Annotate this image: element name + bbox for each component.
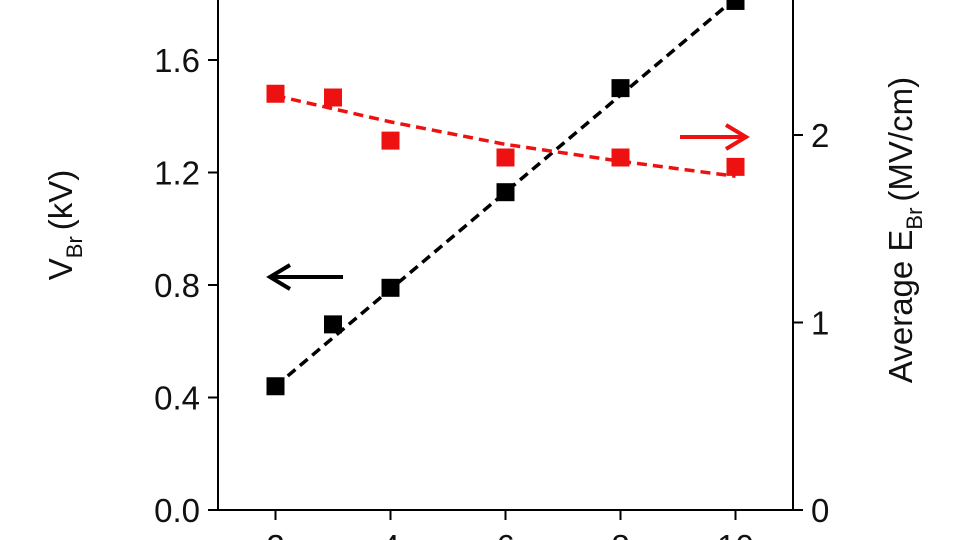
y2-label-sub: Br: [902, 208, 927, 230]
data-point: [381, 278, 400, 297]
data-point: [726, 0, 745, 10]
y2-axis-label: Average EBr (MV/cm): [882, 77, 927, 383]
y-tick-label: 1.6: [154, 42, 200, 79]
y-tick-label: 0.8: [154, 267, 200, 304]
data-point: [324, 315, 342, 334]
y2-tick-label: 0: [811, 492, 829, 529]
fit-line: [274, 0, 736, 388]
x-tick-label: 6: [496, 528, 514, 540]
fit-line: [275, 93, 736, 178]
left-arrow: [266, 263, 343, 291]
data-point: [381, 131, 400, 150]
y-tick-label: 1.2: [154, 155, 200, 192]
y2-tick-label: 2: [811, 117, 829, 154]
data-point: [266, 84, 285, 103]
data-point: [611, 79, 630, 98]
y-tick-label: 0.4: [154, 380, 200, 417]
data-point: [496, 183, 515, 202]
y2-label-main: Average E: [882, 230, 919, 384]
y-label-sub: Br: [62, 236, 87, 258]
y-label-main: V: [42, 258, 79, 280]
right-arrow: [680, 123, 750, 151]
x-tick-label: 2: [266, 528, 284, 540]
y2-tick-label: 1: [811, 305, 829, 342]
data-point: [496, 148, 515, 167]
y-axis-label: VBr (kV): [42, 170, 87, 281]
y2-label-unit: (MV/cm): [882, 77, 919, 202]
data-point: [266, 377, 285, 396]
data-point: [611, 148, 630, 167]
data-point: [726, 157, 745, 176]
data-point: [324, 88, 342, 107]
x-tick-label: 4: [381, 528, 399, 540]
x-tick-label: 8: [611, 528, 629, 540]
y-label-unit: (kV): [42, 170, 79, 231]
x-tick-label: 10: [717, 528, 754, 540]
y-tick-label: 0.0: [154, 492, 200, 529]
